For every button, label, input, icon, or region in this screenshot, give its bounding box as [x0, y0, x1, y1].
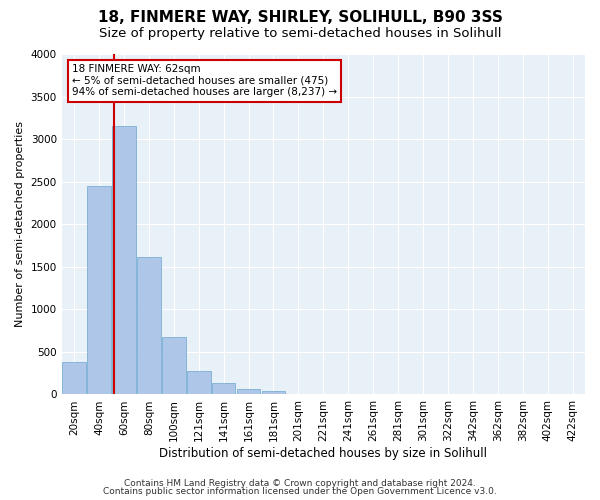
Bar — [162, 336, 185, 394]
Bar — [112, 126, 136, 394]
Bar — [187, 370, 211, 394]
X-axis label: Distribution of semi-detached houses by size in Solihull: Distribution of semi-detached houses by … — [160, 447, 487, 460]
Text: Contains HM Land Registry data © Crown copyright and database right 2024.: Contains HM Land Registry data © Crown c… — [124, 478, 476, 488]
Bar — [137, 256, 161, 394]
Y-axis label: Number of semi-detached properties: Number of semi-detached properties — [15, 121, 25, 327]
Text: Contains public sector information licensed under the Open Government Licence v3: Contains public sector information licen… — [103, 487, 497, 496]
Text: Size of property relative to semi-detached houses in Solihull: Size of property relative to semi-detach… — [99, 28, 501, 40]
Bar — [212, 384, 235, 394]
Bar — [62, 362, 86, 394]
Bar — [262, 390, 286, 394]
Bar — [237, 390, 260, 394]
Bar — [87, 186, 111, 394]
Text: 18 FINMERE WAY: 62sqm
← 5% of semi-detached houses are smaller (475)
94% of semi: 18 FINMERE WAY: 62sqm ← 5% of semi-detac… — [72, 64, 337, 98]
Text: 18, FINMERE WAY, SHIRLEY, SOLIHULL, B90 3SS: 18, FINMERE WAY, SHIRLEY, SOLIHULL, B90 … — [98, 10, 502, 25]
